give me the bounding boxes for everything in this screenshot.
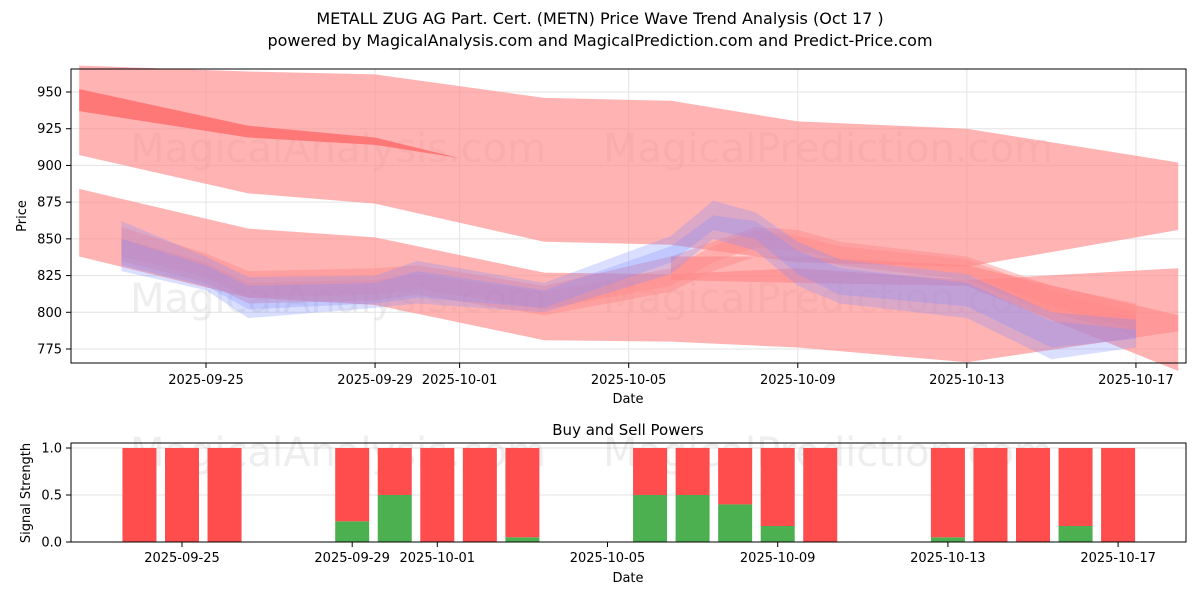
sell-bar (122, 448, 157, 542)
y-tick-label: 850 (37, 232, 62, 247)
top-x-ticks: 2025-09-25 2025-09-29 2025-10-01 2025-10-05… (168, 363, 1174, 388)
sell-bar (1058, 448, 1093, 527)
y-tick-label: 1.0 (41, 442, 62, 457)
signal-bars (122, 448, 1136, 542)
bottom-x-axis-label: Date (612, 571, 643, 586)
sell-bar (930, 448, 965, 538)
band-price-wave-red-2 (121, 230, 1136, 330)
y-tick-label: 950 (37, 86, 62, 101)
bottom-y-ticks: 0.0 0.5 1.0 (41, 442, 71, 551)
top-x-axis-label: Date (612, 392, 643, 407)
sell-bar (1016, 448, 1050, 542)
chart-title: METALL ZUG AG Part. Cert. (METN) Price W… (316, 9, 884, 28)
y-tick-label: 0.0 (41, 536, 62, 551)
bottom-x-ticks: 2025-09-25 2025-09-29 2025-10-01 2025-10-05… (144, 542, 1156, 566)
y-tick-label: 0.5 (41, 489, 62, 504)
band-price-wave-blue-1 (121, 200, 1136, 360)
band-upper-wave-core (79, 89, 460, 159)
y-tick-label: 775 (37, 343, 62, 358)
band-upper-wave-band (79, 65, 1179, 267)
x-tick-label: 2025-10-13 (910, 551, 986, 566)
buy-bar (675, 495, 710, 542)
sell-bar (420, 448, 455, 542)
x-tick-label: 2025-10-13 (929, 373, 1005, 388)
buy-bar (930, 537, 965, 542)
x-tick-label: 2025-10-01 (400, 551, 476, 566)
x-tick-label: 2025-10-17 (1098, 373, 1174, 388)
bottom-plot-frame (70, 442, 1187, 543)
sell-bar (718, 448, 753, 505)
sell-bar (335, 448, 370, 522)
top-y-ticks: 775 800 825 850 875 900 925 950 (37, 86, 71, 358)
x-tick-label: 2025-09-25 (168, 373, 244, 388)
x-tick-label: 2025-09-25 (144, 551, 220, 566)
buy-bar (335, 521, 370, 542)
sell-bar (462, 448, 497, 542)
top-y-axis-label: Price (15, 200, 30, 232)
band-mid-wave-band (79, 188, 1179, 363)
bottom-chart-title: Buy and Sell Powers (552, 421, 704, 439)
y-tick-label: 925 (37, 122, 62, 137)
y-tick-label: 900 (37, 159, 62, 174)
x-tick-label: 2025-10-09 (760, 373, 836, 388)
sell-bar (377, 448, 412, 495)
sell-bar (165, 448, 199, 542)
bottom-y-axis-label: Signal Strength (19, 443, 34, 543)
y-tick-label: 875 (37, 196, 62, 211)
band-lower-wave-band (670, 256, 1179, 372)
buy-bar (633, 495, 668, 542)
band-price-wave-red-1 (121, 227, 1136, 336)
sell-bar (633, 448, 668, 495)
sell-bar (760, 448, 795, 527)
buy-bar (505, 537, 540, 542)
x-tick-label: 2025-10-05 (570, 551, 646, 566)
buy-bar (760, 526, 795, 542)
sell-bar (1101, 448, 1136, 542)
x-tick-label: 2025-10-05 (591, 373, 667, 388)
sell-bar (207, 448, 242, 542)
wave-bands (79, 65, 1179, 372)
x-tick-label: 2025-10-17 (1080, 551, 1156, 566)
chart-subtitle: powered by MagicalAnalysis.com and Magic… (267, 31, 933, 50)
sell-bar (675, 448, 710, 495)
buy-bar (377, 495, 412, 542)
buy-bar (718, 504, 753, 542)
x-tick-label: 2025-09-29 (314, 551, 390, 566)
sell-bar (973, 448, 1008, 542)
x-tick-label: 2025-09-29 (337, 373, 413, 388)
sell-bar (803, 448, 838, 542)
buy-bar (1058, 526, 1093, 542)
band-price-wave-blue-2 (121, 215, 1136, 348)
sell-bar (505, 448, 540, 538)
x-tick-label: 2025-10-01 (422, 373, 498, 388)
y-tick-label: 800 (37, 306, 62, 321)
x-tick-label: 2025-10-09 (740, 551, 816, 566)
y-tick-label: 825 (37, 269, 62, 284)
